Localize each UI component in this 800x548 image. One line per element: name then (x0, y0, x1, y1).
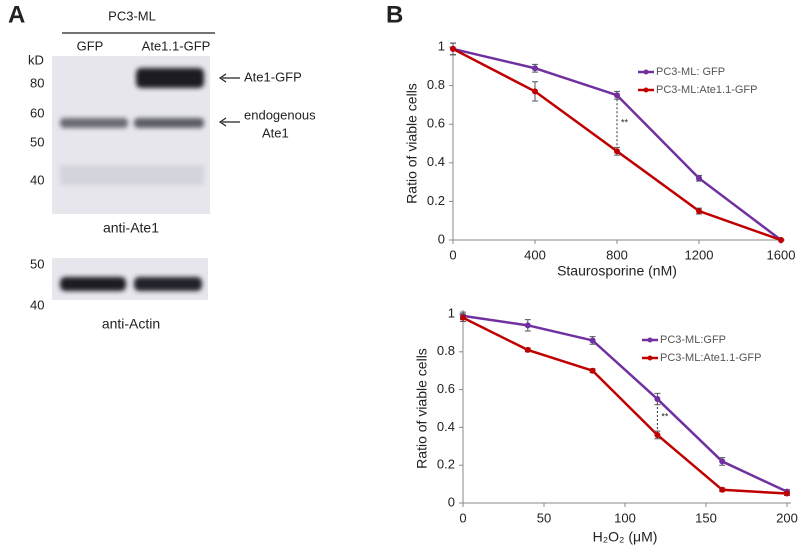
mw-marker: 40 (30, 172, 44, 187)
legend-dot (643, 69, 649, 75)
band-label: Ate1-GFP (244, 69, 302, 84)
mw-marker: 50 (30, 256, 44, 271)
legend-dot (647, 337, 653, 343)
legend-label: PC3-ML: GFP (656, 66, 725, 78)
y-tick-label: 0.8 (427, 77, 445, 92)
y-tick-label: 0.6 (437, 381, 455, 396)
y-axis-label: Ratio of viable cells (414, 348, 430, 469)
x-tick-label: 100 (614, 510, 636, 525)
point (719, 486, 726, 493)
y-tick-label: 1 (448, 305, 455, 320)
series-line (462, 314, 788, 493)
point (614, 92, 620, 99)
point (589, 337, 596, 344)
cell-line: PC3-ML (108, 8, 156, 23)
x-axis-label: H₂O₂ (μM) (593, 529, 658, 545)
point (696, 208, 702, 215)
panel-label: A (8, 1, 25, 28)
mw-marker: 50 (30, 134, 44, 149)
legend-label: PC3-ML:Ate1.1-GFP (656, 84, 757, 96)
annotation: ** (661, 411, 669, 421)
x-tick-label: 800 (606, 247, 628, 262)
y-tick-label: 0.2 (427, 193, 445, 208)
lane-label: GFP (77, 38, 104, 53)
mw-unit: kD (28, 52, 44, 67)
arrow-head (218, 73, 227, 83)
legend-label: PC3-ML:GFP (660, 334, 726, 346)
antibody: anti-Actin (102, 316, 160, 332)
y-tick-label: 0.6 (427, 116, 445, 131)
point (524, 322, 531, 329)
x-tick-label: 0 (459, 510, 466, 525)
point (778, 237, 784, 243)
x-tick-label: 200 (776, 510, 798, 525)
x-tick-label: 400 (524, 247, 546, 262)
mw-marker: 60 (30, 105, 44, 120)
point (696, 175, 702, 182)
y-tick-label: 0.2 (437, 457, 455, 472)
y-tick-label: 0 (438, 231, 445, 246)
arrow-head (218, 117, 227, 127)
x-tick-label: 1600 (767, 247, 796, 262)
point (532, 65, 538, 72)
annotation: ** (621, 118, 629, 128)
legend-dot (643, 87, 649, 93)
y-tick-label: 0 (448, 494, 455, 509)
blot (52, 56, 210, 214)
x-tick-label: 150 (695, 510, 717, 525)
band-label: Ate1 (262, 125, 289, 140)
point (532, 88, 538, 95)
point (589, 367, 596, 374)
point (450, 45, 456, 52)
point (719, 458, 726, 465)
x-axis-label: Staurosporine (nM) (557, 263, 677, 279)
point (654, 396, 661, 403)
actin-blot (52, 258, 208, 300)
y-tick-label: 0.4 (437, 419, 455, 434)
mw-marker: 40 (30, 297, 44, 312)
panel-label: B (386, 1, 403, 28)
x-tick-label: 0 (449, 247, 456, 262)
mw-marker: 80 (30, 75, 44, 90)
point (524, 346, 531, 353)
point (784, 490, 790, 497)
point (460, 314, 466, 321)
legend-dot (647, 355, 653, 361)
series-line (462, 316, 788, 495)
legend-label: PC3-ML:Ate1.1-GFP (660, 352, 761, 364)
antibody: anti-Ate1 (103, 220, 159, 236)
y-tick-label: 1 (438, 38, 445, 53)
band-label: endogenous (244, 107, 316, 122)
y-tick-label: 0.4 (427, 154, 445, 169)
y-axis-label: Ratio of viable cells (404, 83, 420, 204)
x-tick-label: 1200 (685, 247, 714, 262)
point (614, 148, 620, 155)
y-tick-label: 0.8 (437, 343, 455, 358)
point (654, 431, 661, 438)
lane-label: Ate1.1-GFP (142, 38, 211, 53)
x-tick-label: 50 (537, 510, 551, 525)
